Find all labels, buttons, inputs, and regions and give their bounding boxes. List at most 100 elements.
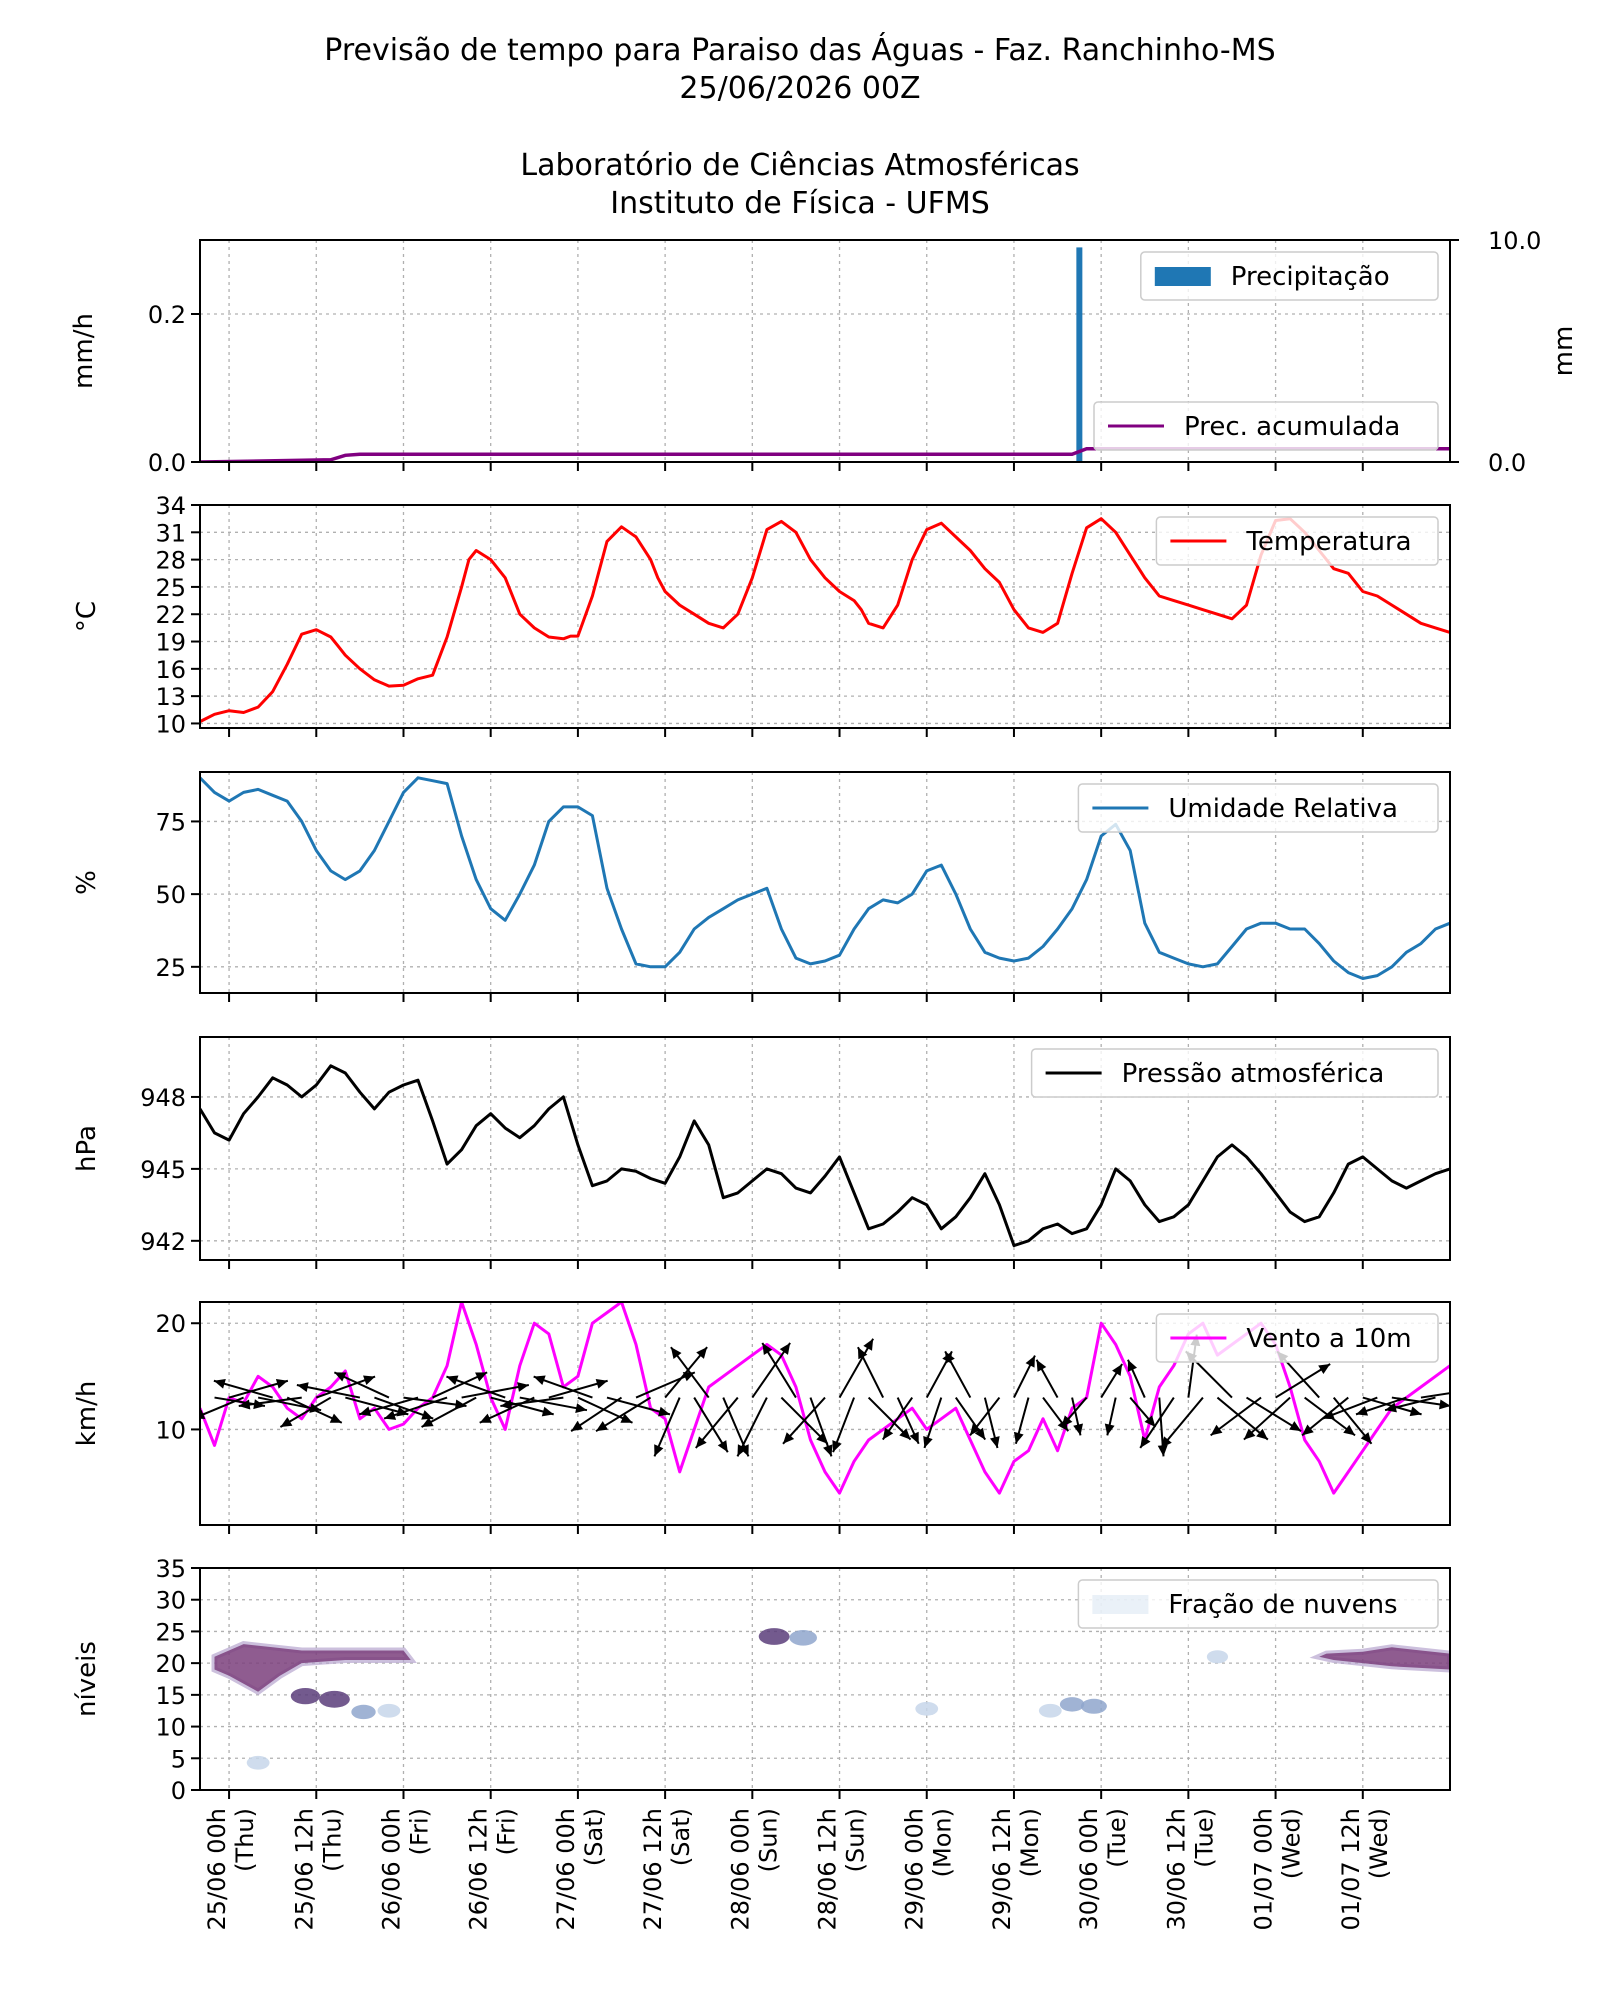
wind-arrow-head xyxy=(1160,1436,1172,1448)
wind-arrow-head xyxy=(575,1403,587,1414)
wind-arrow-head xyxy=(541,1406,554,1417)
wind-arrow xyxy=(595,1396,652,1433)
cloud-blob xyxy=(377,1703,401,1718)
wind-arrow-head xyxy=(213,1378,226,1389)
wind-arrow-head xyxy=(1036,1359,1047,1372)
wind-arrow-head xyxy=(620,1413,633,1423)
legend-box xyxy=(1155,516,1439,566)
wind-arrow-head xyxy=(1289,1421,1302,1432)
y-axis-label: % xyxy=(72,870,102,895)
wind-arrow xyxy=(500,1396,564,1410)
wind-arrow xyxy=(1127,1359,1146,1398)
wind-arrow xyxy=(570,1396,623,1433)
y-tick-label: 945 xyxy=(140,1156,186,1184)
cloud-blob xyxy=(915,1701,939,1716)
wind-arrow xyxy=(809,1397,833,1457)
wind-arrow-head xyxy=(1360,1432,1372,1444)
wind-arrow xyxy=(1245,1396,1302,1433)
cloud-blob xyxy=(1080,1698,1107,1714)
y-tick-label: 5 xyxy=(171,1745,186,1773)
wind-arrow-head xyxy=(923,1435,933,1448)
wind-arrow-head xyxy=(832,1440,842,1453)
wind-arrow xyxy=(832,1397,856,1453)
data-layer xyxy=(200,517,1450,723)
wind-arrow xyxy=(1129,1396,1157,1428)
figure-title-line-1: Previsão de tempo para Paraiso das Águas… xyxy=(324,32,1275,68)
panel-frame xyxy=(199,1301,1451,1526)
data-layer xyxy=(200,776,1450,980)
cloud-blob xyxy=(1038,1703,1062,1718)
wind-arrow xyxy=(1139,1397,1175,1449)
wind-arrow xyxy=(1420,1386,1476,1399)
wind-arrow-head xyxy=(1127,1359,1138,1372)
wind-arrow-head xyxy=(658,1406,670,1417)
y-tick-label: 20 xyxy=(155,1650,186,1678)
wind-arrow-shaft xyxy=(461,1383,530,1399)
wind-arrow-head xyxy=(595,1378,608,1389)
y-tick-label: 13 xyxy=(155,683,186,711)
wind-arrow-head xyxy=(309,1403,322,1413)
wind-arrow xyxy=(695,1396,739,1449)
y-tick-label: 25 xyxy=(155,574,186,602)
legend-label: Pressão atmosférica xyxy=(1122,1059,1385,1089)
x-tick-label-date: 27/06 00h xyxy=(552,1808,580,1931)
wind-arrow-head xyxy=(779,1342,791,1355)
data-layer xyxy=(200,247,1450,462)
y-tick-label: 0.0 xyxy=(148,449,186,477)
wind-arrow xyxy=(421,1396,477,1428)
wind-arrow-head xyxy=(421,1410,434,1420)
panel-frame xyxy=(199,239,1451,463)
x-tick-label-date: 29/06 12h xyxy=(988,1808,1016,1931)
legend-box xyxy=(1155,1313,1439,1363)
wind-arrow xyxy=(490,1396,554,1417)
y-tick-label: 19 xyxy=(155,629,186,657)
x-tick-label-day: (Mon) xyxy=(1016,1808,1044,1877)
wind-arrow-head xyxy=(329,1413,342,1423)
wind-arrow-head xyxy=(899,1428,911,1440)
cloud-blob xyxy=(1059,1697,1085,1712)
x-tick-label-day: (Mon) xyxy=(929,1808,957,1877)
y-tick-label: 31 xyxy=(155,519,186,547)
wind-arrow-head xyxy=(863,1338,874,1351)
figure-title-line-2: 25/06/2026 00Z xyxy=(679,71,920,106)
legend-2-0: Umidade Relativa xyxy=(1077,783,1439,833)
wind-arrow-head xyxy=(1140,1436,1151,1448)
wind-arrow-head xyxy=(421,1417,434,1427)
wind-arrow xyxy=(358,1396,419,1417)
y-tick-label: 25 xyxy=(155,1618,186,1646)
figure-title-line-3: Laboratório de Ciências Atmosféricas xyxy=(520,148,1079,183)
wind-arrow-head xyxy=(823,1444,833,1457)
y-tick-label: 16 xyxy=(155,656,186,684)
legend-label: Precipitação xyxy=(1231,262,1390,292)
figure-title-line-4: Instituto de Física - UFMS xyxy=(610,186,990,221)
cloud-blob xyxy=(758,1628,790,1645)
panels-group: 0.0 0.2 mm/h 0.0 10.0 mm Precipitação Prec. acu… xyxy=(69,227,1579,1931)
wind-arrow xyxy=(533,1375,593,1399)
wind-arrow-head xyxy=(1343,1424,1356,1436)
legend-box xyxy=(1093,401,1439,451)
wind-arrow xyxy=(374,1396,434,1420)
wind-arrow xyxy=(228,1378,289,1399)
accum-line xyxy=(200,446,1450,462)
legend-label: Prec. acumulada xyxy=(1184,412,1400,442)
wind-arrow-head xyxy=(1256,1428,1268,1440)
wind-arrow xyxy=(1243,1396,1291,1441)
legend-3-0: Pressão atmosférica xyxy=(1030,1048,1439,1098)
wind-arrow-head xyxy=(1112,1363,1123,1376)
wind-arrow-head xyxy=(446,1375,459,1385)
wind-arrow-head xyxy=(334,1372,347,1382)
x-tick-label-day: (Wed) xyxy=(1365,1808,1393,1879)
wind-arrow-head xyxy=(1464,1386,1476,1396)
x-tick-label-day: (Sun) xyxy=(842,1808,870,1872)
wind-arrow-head xyxy=(816,1432,828,1444)
wind-arrow-shaft xyxy=(1420,1392,1450,1399)
wind-arrow xyxy=(653,1397,681,1457)
y-tick-label-right: 10.0 xyxy=(1488,227,1541,255)
wind-arrow xyxy=(1035,1359,1059,1399)
wind-arrow xyxy=(969,1396,1001,1436)
panel-2: 25 50 75% Umidade Relativa xyxy=(72,771,1451,1002)
y-tick-label: 942 xyxy=(140,1228,186,1256)
y-tick-label: 0.2 xyxy=(148,301,186,329)
wind-arrow-head xyxy=(363,1375,376,1385)
